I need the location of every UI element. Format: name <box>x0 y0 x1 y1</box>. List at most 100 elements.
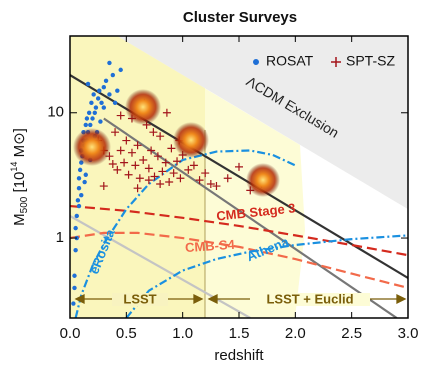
point <box>83 172 88 177</box>
x-axis-label: redshift <box>214 347 264 364</box>
point <box>76 176 82 181</box>
curve <box>103 117 398 318</box>
point <box>165 178 174 187</box>
point <box>83 122 88 128</box>
legend-marker <box>253 59 259 65</box>
point <box>169 169 178 178</box>
point <box>161 158 170 167</box>
label-bg <box>250 293 370 306</box>
point <box>131 161 140 170</box>
y-tick-label: 10 <box>47 104 64 121</box>
chart-title: Cluster Surveys <box>183 9 297 26</box>
point <box>88 122 93 128</box>
point <box>156 132 165 141</box>
cluster-image <box>73 128 111 166</box>
point <box>150 172 159 181</box>
y-tick-label: 1 <box>56 229 64 246</box>
point <box>111 128 120 137</box>
point <box>184 165 193 174</box>
point <box>86 110 92 115</box>
label-bg <box>112 293 168 306</box>
point <box>195 176 204 185</box>
y-label-sup: 14 <box>9 162 19 172</box>
x-tick-label: 2.5 <box>341 325 362 342</box>
curve <box>74 149 296 318</box>
point <box>167 144 176 153</box>
point <box>223 174 232 183</box>
point <box>162 108 171 117</box>
point <box>118 67 123 73</box>
point <box>92 110 97 115</box>
point <box>116 146 125 155</box>
point <box>173 157 182 166</box>
point <box>90 116 95 121</box>
x-tick-label: 3.0 <box>398 325 419 342</box>
annotation: LSST <box>123 291 156 306</box>
point <box>212 182 221 191</box>
point <box>110 72 116 78</box>
point <box>108 159 117 168</box>
point <box>72 285 77 291</box>
point <box>73 225 78 231</box>
point <box>156 180 165 189</box>
plot-area <box>70 36 408 318</box>
point <box>91 92 96 97</box>
x-tick-label: 1.5 <box>229 325 250 342</box>
point <box>144 164 153 173</box>
point <box>101 84 107 90</box>
y-label-main: M <box>11 213 28 226</box>
point <box>206 180 215 189</box>
point <box>77 167 83 173</box>
point <box>73 247 78 253</box>
point <box>101 105 107 110</box>
point <box>139 155 148 164</box>
point <box>153 152 162 161</box>
point <box>76 185 82 191</box>
series-label: CMB-S4 <box>185 237 237 255</box>
point <box>115 88 120 93</box>
y-label-open: [10 <box>11 172 28 197</box>
y-label-unit: M⊙] <box>11 128 28 161</box>
curve <box>70 231 408 289</box>
point <box>201 169 210 178</box>
survey-arrows <box>74 293 407 305</box>
cluster-image <box>246 163 280 197</box>
point <box>97 88 102 93</box>
legend-label: ROSAT <box>266 53 314 69</box>
point <box>189 161 198 170</box>
point <box>149 128 158 137</box>
point <box>158 167 167 176</box>
point <box>84 116 90 121</box>
y-axis-label: M500 [1014 M⊙] <box>9 128 29 226</box>
point <box>85 81 91 87</box>
point <box>74 213 79 219</box>
point <box>98 119 103 124</box>
point <box>75 198 81 203</box>
x-tick-label: 0.5 <box>116 325 137 342</box>
point <box>107 92 112 97</box>
point <box>144 176 153 185</box>
exclusion-area <box>117 36 408 210</box>
x-tick-label: 2.0 <box>285 325 306 342</box>
point <box>76 203 82 209</box>
point <box>116 111 125 120</box>
point <box>147 146 156 155</box>
point <box>124 170 133 179</box>
y-label-sub: 500 <box>19 196 30 213</box>
cluster-image <box>125 89 161 125</box>
point <box>82 179 87 185</box>
point <box>235 162 243 171</box>
point <box>176 174 185 183</box>
point <box>95 96 101 101</box>
point <box>135 174 144 183</box>
point <box>133 141 142 150</box>
x-tick-label: 1.0 <box>172 325 193 342</box>
point <box>71 301 76 306</box>
point <box>89 100 94 106</box>
point <box>79 192 84 198</box>
point <box>99 100 104 106</box>
point <box>120 158 129 167</box>
annotation: LSST + Euclid <box>266 291 353 306</box>
point <box>112 100 118 106</box>
